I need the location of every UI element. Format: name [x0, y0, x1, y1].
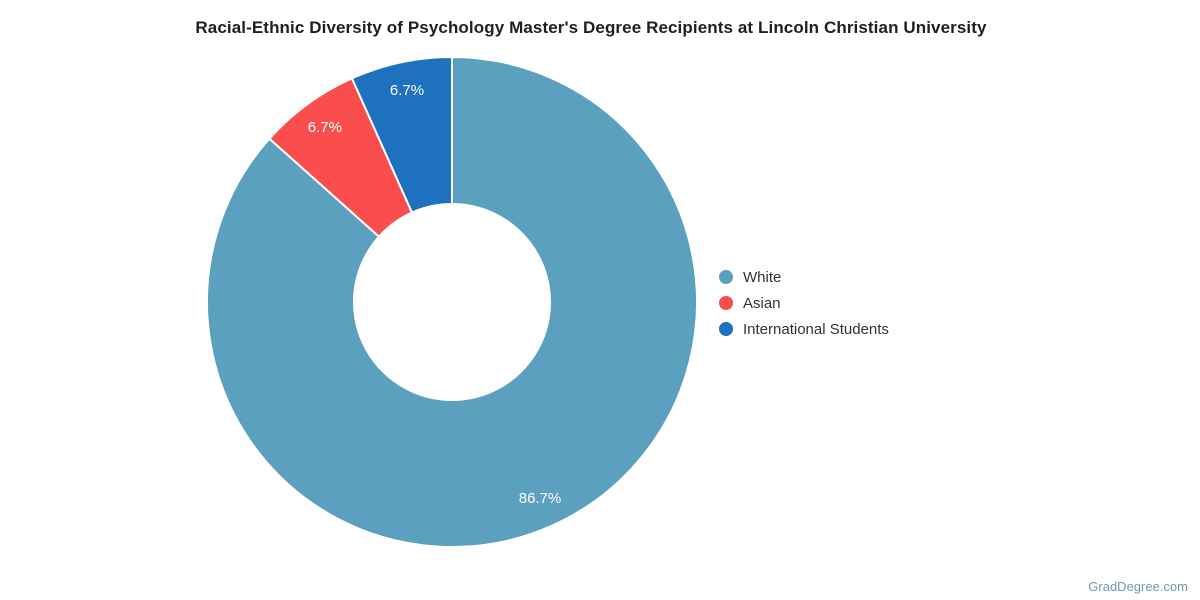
slice-label-white: 86.7% [519, 490, 562, 507]
legend-label-asian: Asian [743, 294, 781, 312]
watermark-graddegree: GradDegree.com [1088, 579, 1188, 594]
pie-slice-white [206, 56, 698, 548]
chart-title: Racial-Ethnic Diversity of Psychology Ma… [195, 18, 987, 37]
legend-label-white: White [743, 268, 782, 286]
legend-item-white: White [719, 268, 889, 286]
legend-item-international-students: International Students [719, 320, 889, 338]
legend-swatch-international-students [719, 322, 733, 336]
slice-label-international-students: 6.7% [390, 82, 424, 99]
pie-slice-international-students [350, 56, 453, 214]
legend-item-asian: Asian [719, 294, 889, 312]
slice-label-asian: 6.7% [308, 119, 342, 136]
legend-swatch-white [719, 270, 733, 284]
legend-swatch-asian [719, 296, 733, 310]
legend-label-international-students: International Students [743, 320, 889, 338]
chart-legend: White Asian International Students [719, 268, 889, 338]
